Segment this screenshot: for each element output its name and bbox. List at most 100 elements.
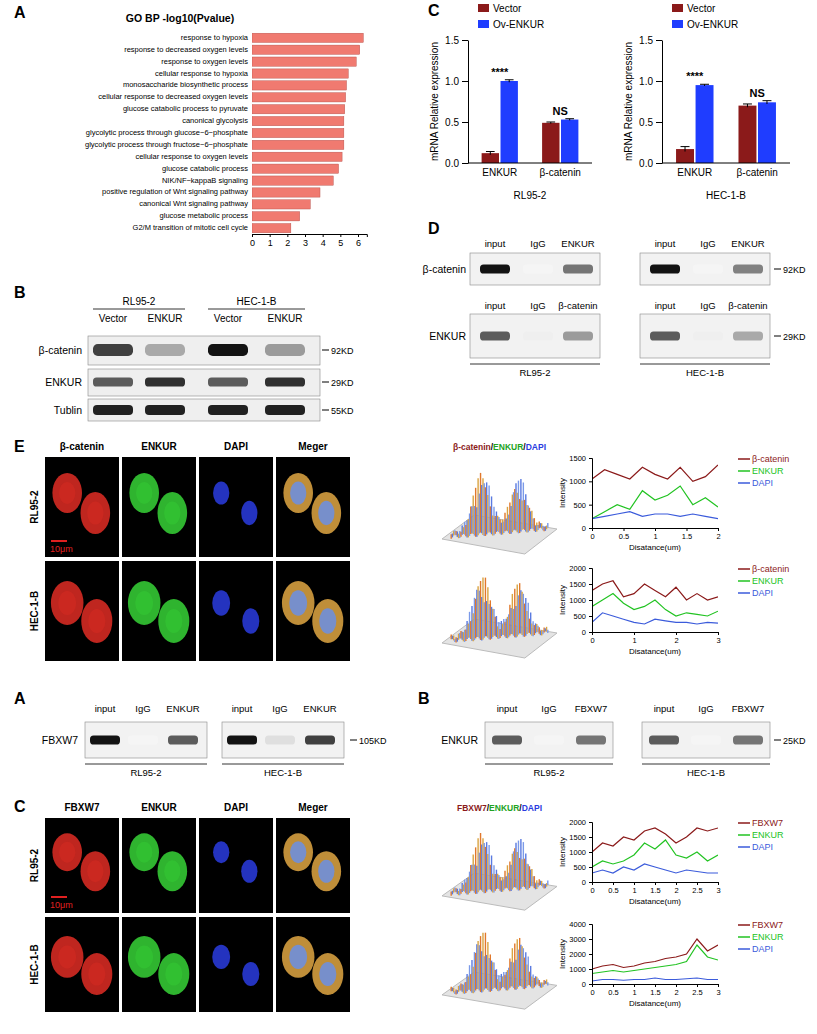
surface-spike bbox=[477, 941, 478, 989]
surface-spike bbox=[545, 981, 546, 984]
surface-spike bbox=[470, 974, 471, 991]
surface-spike bbox=[514, 848, 515, 887]
axis: ENKURβ-catenin bbox=[468, 163, 592, 178]
category-label: cellular response to hypoxia bbox=[155, 69, 249, 78]
tick: 2 bbox=[716, 528, 720, 541]
surface-spike bbox=[497, 874, 498, 889]
tick-label: 3 bbox=[716, 988, 720, 997]
lane-label: ENKUR bbox=[166, 703, 199, 714]
tick-label: 2000 bbox=[569, 818, 586, 827]
scale-label: 10μm bbox=[50, 900, 73, 910]
surface-spike bbox=[523, 948, 524, 989]
surface-spike bbox=[536, 624, 537, 632]
tick-mark bbox=[462, 40, 468, 41]
panel-label: D bbox=[428, 220, 440, 237]
tick-mark bbox=[252, 234, 253, 237]
cell bbox=[81, 599, 112, 643]
tick-label: ENKUR bbox=[482, 167, 517, 178]
profile-line bbox=[592, 594, 718, 616]
surface-spike bbox=[496, 511, 497, 531]
bar bbox=[252, 105, 345, 114]
surface-spike bbox=[490, 954, 491, 991]
surface-spike bbox=[469, 612, 470, 638]
legend: VectorOv-ENKUR bbox=[672, 3, 738, 30]
surface-spike bbox=[492, 609, 493, 637]
tick-label: 0.5 bbox=[445, 117, 459, 128]
bar bbox=[542, 123, 559, 163]
surface-spike bbox=[519, 858, 520, 890]
surface-spike bbox=[526, 505, 527, 533]
nucleus bbox=[318, 860, 334, 883]
surface-spike bbox=[535, 976, 536, 985]
surface-spike bbox=[497, 516, 498, 531]
surface-spike bbox=[520, 479, 521, 531]
blot-band bbox=[691, 736, 721, 745]
nucleus bbox=[318, 501, 334, 525]
surface-spike bbox=[462, 525, 463, 534]
surface-spike bbox=[532, 876, 533, 886]
tick-mark bbox=[676, 882, 677, 885]
legend-label: Vector bbox=[687, 3, 716, 14]
blot-band bbox=[145, 344, 185, 356]
tick-label: 1 bbox=[268, 238, 273, 248]
tick: 0 bbox=[582, 628, 592, 637]
surface-spike bbox=[487, 495, 488, 533]
surface-spike bbox=[496, 616, 497, 637]
lane-label: IgG bbox=[530, 238, 545, 249]
surface-spike bbox=[481, 485, 482, 533]
surface-spike bbox=[532, 621, 533, 636]
blot-strip bbox=[88, 369, 320, 396]
cell-line: RL95-2 bbox=[123, 296, 156, 307]
surface-spike bbox=[471, 606, 472, 641]
legend-swatch bbox=[738, 936, 750, 938]
surface-legend-part: FBXW7 bbox=[457, 803, 487, 813]
surface-spike bbox=[542, 631, 543, 634]
error-cap bbox=[681, 146, 690, 147]
surface-spike bbox=[526, 611, 527, 634]
profile-line bbox=[592, 945, 718, 974]
tick-label: 2.5 bbox=[692, 988, 702, 997]
surface-spike bbox=[520, 945, 521, 986]
blot-band bbox=[265, 405, 305, 415]
surface-spike bbox=[463, 885, 464, 891]
axis-title: Intensity bbox=[558, 585, 567, 615]
micrograph bbox=[122, 917, 196, 1012]
legend-label: DAPI bbox=[752, 842, 773, 852]
tick: 500 bbox=[573, 612, 592, 621]
legend-label: DAPI bbox=[752, 588, 773, 598]
tick: β-catenin bbox=[737, 163, 778, 178]
cell-core bbox=[164, 860, 180, 882]
axis-line bbox=[662, 41, 663, 164]
cell bbox=[158, 953, 189, 995]
tick: 1 bbox=[268, 234, 273, 248]
tick-mark bbox=[718, 528, 719, 531]
surface-spike bbox=[496, 870, 497, 889]
surface-legend: FBXW7/ENKUR/DAPI bbox=[457, 803, 542, 813]
surface-spike bbox=[512, 495, 513, 533]
surface-spike bbox=[524, 859, 525, 888]
axis: 050010001500 bbox=[569, 454, 592, 533]
chart-go: response to hypoxiaresponse to decreased… bbox=[85, 12, 367, 248]
bar bbox=[252, 188, 320, 197]
surface-spike bbox=[492, 874, 493, 893]
bar bbox=[738, 106, 756, 163]
tick-mark bbox=[589, 600, 592, 601]
bar bbox=[252, 93, 346, 102]
surface-spike bbox=[513, 962, 514, 987]
surface-base bbox=[442, 972, 557, 1009]
surface-spike bbox=[541, 881, 542, 886]
surface-spike bbox=[509, 503, 510, 534]
surface-spike bbox=[509, 605, 510, 636]
micrograph bbox=[45, 561, 119, 661]
row-label: RL95-2 bbox=[29, 490, 40, 524]
surface-spike bbox=[504, 622, 505, 637]
bar bbox=[252, 45, 360, 54]
tick: 1500 bbox=[569, 833, 592, 842]
blot-band bbox=[145, 378, 185, 387]
category-label: canonical glycolysis bbox=[182, 116, 248, 125]
lane-label: input bbox=[654, 703, 675, 714]
tick-mark bbox=[462, 163, 468, 164]
cell bbox=[158, 599, 189, 643]
tick-mark bbox=[634, 632, 635, 635]
surface-spike bbox=[518, 481, 519, 534]
